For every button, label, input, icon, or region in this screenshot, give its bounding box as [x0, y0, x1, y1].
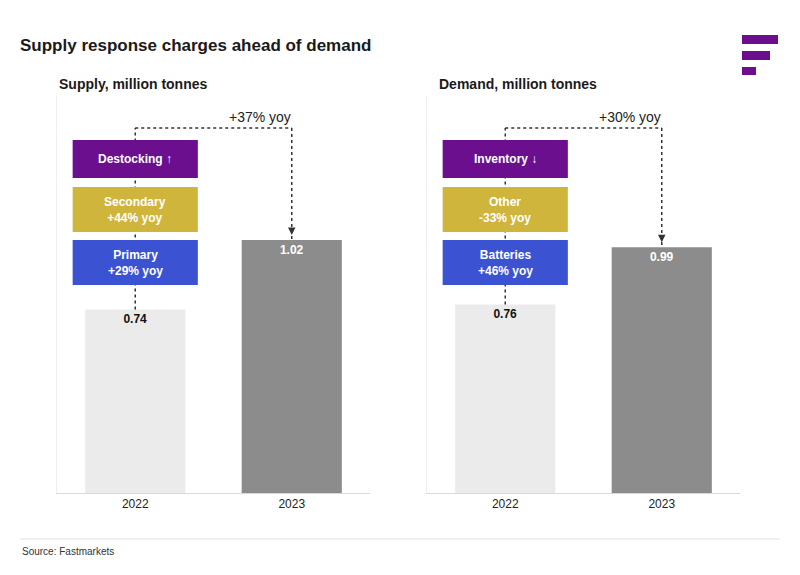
svg-text:0.76: 0.76 [493, 307, 517, 321]
svg-text:2023: 2023 [648, 497, 675, 511]
svg-text:2023: 2023 [278, 497, 305, 511]
svg-text:Demand, million tonnes: Demand, million tonnes [439, 76, 597, 92]
svg-text:Inventory ↓: Inventory ↓ [474, 152, 537, 166]
svg-text:2022: 2022 [492, 497, 519, 511]
svg-text:Batteries+46% yoy: Batteries+46% yoy [478, 248, 533, 278]
svg-text:Supply, million tonnes: Supply, million tonnes [59, 76, 208, 92]
svg-text:+30% yoy: +30% yoy [599, 109, 661, 125]
svg-text:+37% yoy: +37% yoy [229, 109, 291, 125]
svg-text:Primary+29% yoy: Primary+29% yoy [108, 248, 163, 278]
svg-text:Destocking ↑: Destocking ↑ [98, 152, 172, 166]
svg-text:0.74: 0.74 [123, 312, 147, 326]
svg-text:Source: Fastmarkets: Source: Fastmarkets [22, 546, 114, 557]
svg-text:2022: 2022 [122, 497, 149, 511]
svg-text:0.99: 0.99 [650, 250, 674, 264]
svg-text:Other-33% yoy: Other-33% yoy [479, 195, 531, 225]
svg-text:Supply response charges ahead: Supply response charges ahead of demand [20, 36, 371, 55]
svg-text:1.02: 1.02 [280, 243, 304, 257]
svg-text:Secondary+44% yoy: Secondary+44% yoy [104, 195, 166, 225]
